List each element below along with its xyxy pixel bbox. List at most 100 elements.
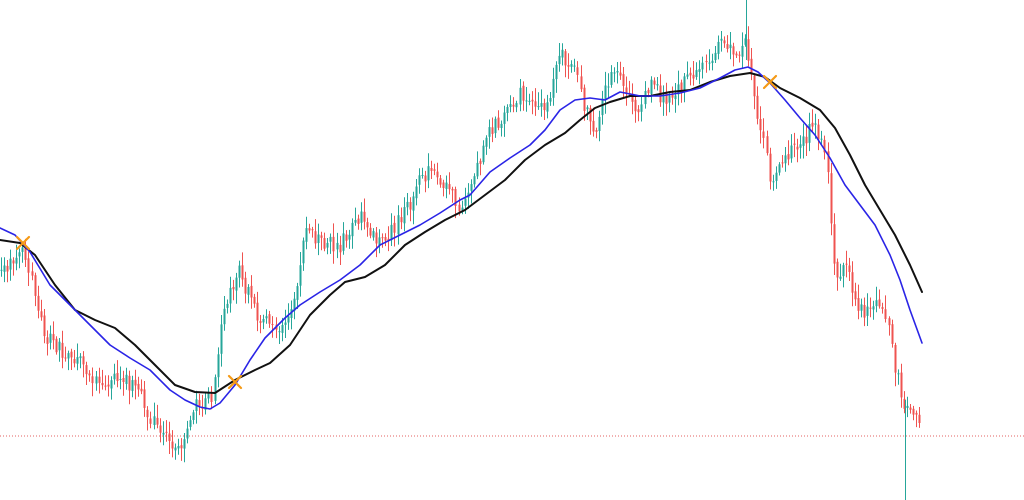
candle-body	[110, 380, 113, 389]
candle-body	[878, 299, 881, 307]
candle-body	[796, 146, 799, 150]
candle-body	[717, 41, 720, 54]
candle-body	[162, 432, 165, 435]
candle-body	[332, 236, 335, 252]
candle-body	[442, 182, 445, 188]
candle-body	[284, 322, 287, 325]
candle-body	[589, 108, 592, 122]
candle-body	[845, 263, 848, 265]
candle-body	[256, 302, 259, 321]
candle-body	[909, 407, 912, 410]
candle-body	[412, 196, 415, 211]
candle-body	[634, 99, 637, 112]
candle-body	[290, 309, 293, 318]
candle-body	[607, 86, 610, 88]
candle-body	[689, 72, 692, 76]
candle-body	[345, 234, 348, 241]
candle-body	[836, 261, 839, 278]
candle-body	[881, 307, 884, 309]
candle-body	[744, 38, 747, 45]
candle-body	[128, 375, 131, 391]
candle-body	[287, 316, 290, 323]
candle-body	[723, 40, 726, 44]
candle-body	[586, 107, 589, 110]
candle-body	[610, 72, 613, 85]
candle-body	[875, 300, 878, 307]
candle-body	[552, 78, 555, 98]
candles-layer	[0, 0, 921, 500]
candle-body	[210, 394, 213, 402]
candle-body	[461, 207, 464, 212]
candle-body	[665, 93, 668, 104]
candle-body	[311, 229, 314, 231]
candle-body	[647, 89, 650, 94]
candle-body	[403, 207, 406, 224]
candle-body	[354, 220, 357, 223]
candle-body	[820, 138, 823, 140]
candle-body	[229, 287, 232, 304]
candle-body	[738, 54, 741, 56]
candle-body	[680, 82, 683, 93]
candle-body	[891, 324, 894, 344]
candle-body	[814, 123, 817, 125]
candle-body	[506, 107, 509, 113]
candle-body	[570, 64, 573, 67]
candle-body	[91, 376, 94, 384]
candle-body	[180, 445, 183, 449]
candle-body	[851, 272, 854, 293]
candle-body	[546, 102, 549, 112]
candle-body	[848, 265, 851, 272]
candle-body	[811, 122, 814, 127]
candle-body	[772, 181, 775, 183]
candle-body	[732, 46, 735, 55]
candle-body	[805, 136, 808, 144]
candle-body	[159, 425, 162, 433]
candle-body	[650, 79, 653, 94]
candle-body	[564, 51, 567, 66]
candle-body	[613, 72, 616, 74]
candle-body	[753, 75, 756, 97]
candle-body	[451, 188, 454, 191]
slow-moving-average-line	[0, 72, 923, 394]
candle-body	[259, 321, 262, 323]
candle-body	[781, 162, 784, 164]
candle-body	[823, 139, 826, 153]
candle-body	[336, 242, 339, 250]
candle-body	[198, 400, 201, 407]
candle-body	[40, 311, 43, 318]
candle-body	[695, 70, 698, 77]
candle-body	[140, 388, 143, 392]
candle-body	[387, 238, 390, 241]
candle-body	[534, 101, 537, 107]
candle-body	[430, 168, 433, 171]
candle-body	[872, 306, 875, 310]
candle-body	[711, 60, 714, 63]
candle-body	[500, 123, 503, 128]
candle-body	[220, 324, 223, 354]
candle-body	[888, 318, 891, 326]
fast-moving-average-line	[0, 66, 923, 410]
candle-body	[98, 376, 101, 383]
candle-body	[171, 441, 174, 449]
candle-body	[561, 49, 564, 58]
candle-body	[869, 307, 872, 309]
candle-body	[73, 359, 76, 364]
candle-body	[918, 414, 921, 423]
candle-body	[576, 67, 579, 75]
candle-body	[415, 186, 418, 199]
candle-body	[424, 175, 427, 182]
candle-body	[52, 334, 55, 341]
candle-body	[683, 76, 686, 93]
candle-body	[146, 409, 149, 418]
candle-body	[320, 235, 323, 238]
candle-body	[488, 127, 491, 137]
candle-body	[329, 236, 332, 242]
candle-body	[766, 136, 769, 154]
candle-body	[512, 104, 515, 107]
candle-body	[698, 69, 701, 72]
candle-body	[58, 341, 61, 351]
candle-body	[464, 198, 467, 206]
candle-body	[204, 398, 207, 410]
candle-body	[573, 65, 576, 67]
candle-body	[912, 408, 915, 415]
